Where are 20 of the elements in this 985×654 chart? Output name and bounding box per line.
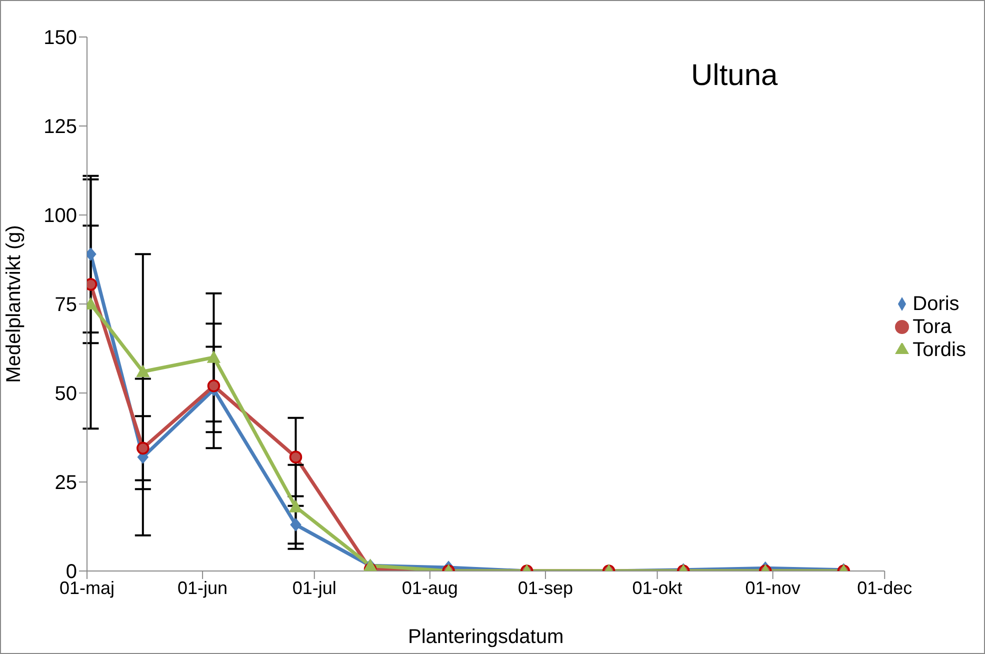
y-tick-label: 125 <box>44 116 77 138</box>
y-tick-label: 100 <box>44 205 77 228</box>
legend-label: Doris <box>912 292 960 314</box>
y-tick-label: 25 <box>54 472 77 494</box>
y-axis-title: Medelplantvikt (g) <box>3 225 26 383</box>
x-tick-label: 01-aug <box>402 578 458 598</box>
x-tick-label: 01-sep <box>518 578 573 598</box>
text: Ultuna <box>691 59 778 93</box>
x-tick-label: 01-maj <box>59 578 115 598</box>
y-tick-label: 150 <box>44 27 77 50</box>
x-tick-label: 01-nov <box>745 578 800 598</box>
legend-label: Tora <box>912 316 952 338</box>
x-tick-label: 01-jun <box>178 578 228 598</box>
y-tick-label: 75 <box>54 294 77 316</box>
x-tick-label: 01-okt <box>632 578 682 598</box>
x-tick-label: 01-dec <box>857 578 912 598</box>
y-tick-label: 50 <box>54 383 77 406</box>
x-tick-label: 01-jul <box>292 578 336 598</box>
x-axis-title: Planteringsdatum <box>408 626 564 648</box>
legend-label: Tordis <box>912 338 966 360</box>
